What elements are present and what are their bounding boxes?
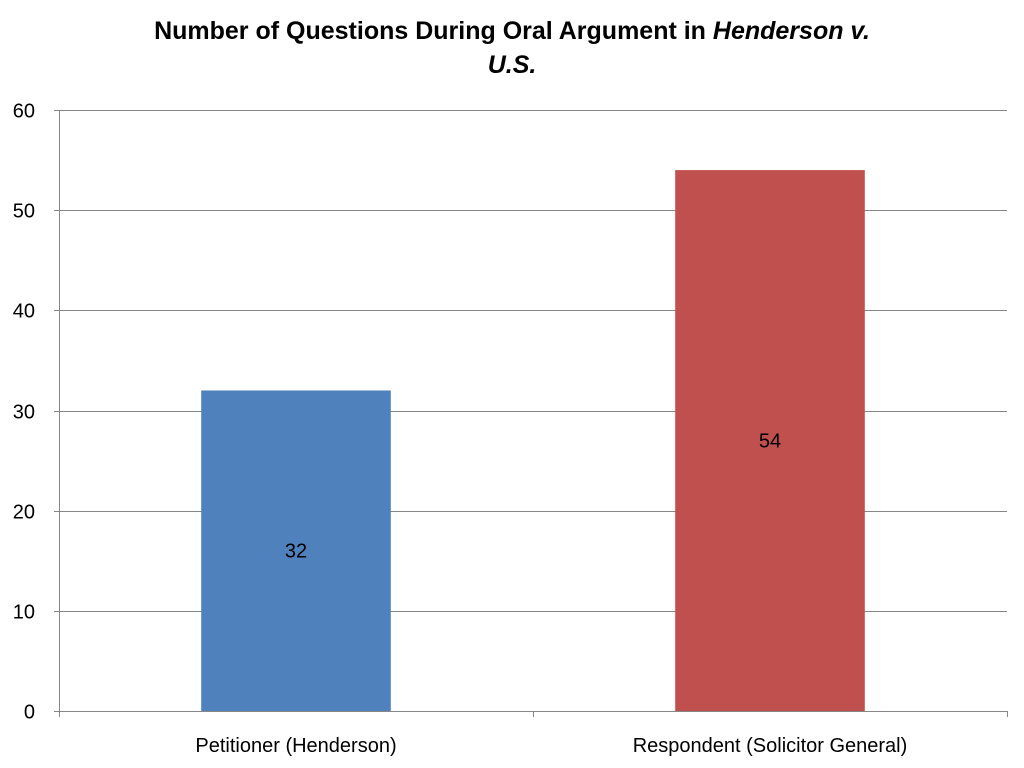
data-label-respondent: 54 bbox=[759, 431, 781, 453]
bar-petitioner bbox=[201, 390, 391, 711]
x-category-label-respondent: Respondent (Solicitor General) bbox=[633, 735, 908, 757]
chart-title-case-name: Henderson v. bbox=[712, 17, 870, 45]
axes bbox=[54, 110, 1008, 717]
chart-title-prefix: Number of Questions During Oral Argument… bbox=[154, 17, 713, 45]
y-tick-label-10: 10 bbox=[13, 602, 35, 624]
data-label-petitioner: 32 bbox=[285, 541, 307, 563]
chart-title-line-2: U.S. bbox=[0, 48, 1024, 82]
bars bbox=[201, 170, 865, 712]
bar-respondent bbox=[675, 170, 865, 712]
y-tick-label-0: 0 bbox=[24, 702, 35, 724]
y-tick-label-50: 50 bbox=[13, 201, 35, 223]
y-tick-label-20: 20 bbox=[13, 502, 35, 524]
x-category-label-petitioner: Petitioner (Henderson) bbox=[195, 735, 396, 757]
y-tick-label-60: 60 bbox=[13, 101, 35, 123]
chart-title: Number of Questions During Oral Argument… bbox=[0, 14, 1024, 82]
labels: 0 10 20 30 40 50 60 32 Petitioner (Henderson) 54 R… bbox=[13, 101, 908, 758]
chart-title-line-1: Number of Questions During Oral Argument… bbox=[0, 14, 1024, 48]
y-tick-label-30: 30 bbox=[13, 402, 35, 424]
chart-title-case-name-cont: U.S. bbox=[487, 51, 537, 79]
y-tick-label-40: 40 bbox=[13, 301, 35, 323]
